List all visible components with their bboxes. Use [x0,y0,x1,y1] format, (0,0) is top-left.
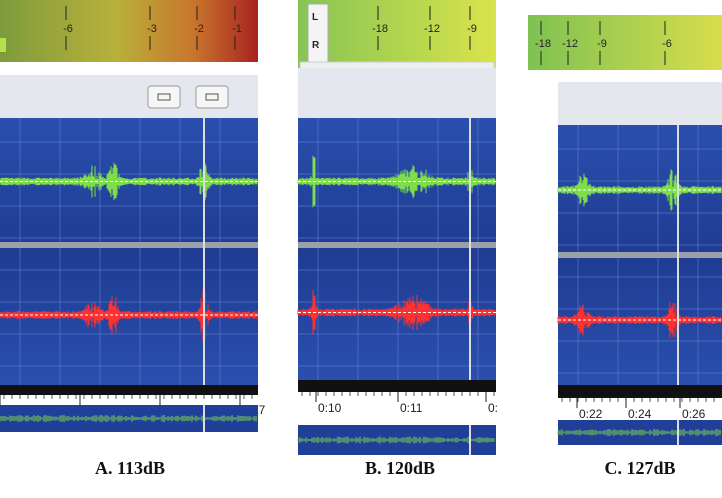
waveform-area [298,118,496,380]
toolbar [298,68,496,118]
meter-label: -9 [467,23,477,35]
time-label: 0:11 [400,401,423,415]
panel: -18 -12 -9 -6 0:22 0:24 0:26 C. 127dB [528,15,722,478]
time-label: 0:24 [628,407,652,421]
time-ruler [558,385,722,398]
meter-label: -18 [372,23,388,35]
level-meter [0,0,258,62]
time-label: 0:22 [579,407,603,421]
toolbar-button [148,86,180,108]
level-meter [528,15,722,70]
track-separator [558,252,722,258]
caption: B. 120dB [365,458,435,478]
meter-label: -1 [232,23,242,35]
track-separator [298,242,496,248]
time-label: 0:26 [682,407,706,421]
meter-label: -12 [562,38,578,50]
overview [0,405,258,432]
time-ruler [0,385,258,395]
track-separator [0,242,258,248]
figure: -6-3-2-140:150:160:17A. 113dBLR-18-12-90… [0,0,722,498]
meter-label: -6 [662,38,672,50]
meter-label: -18 [535,38,551,50]
meter-label: -6 [63,23,73,35]
meter-label: -12 [424,23,440,35]
waveform-area [0,118,258,385]
meter-label: -9 [597,38,607,50]
time-label: 0: [488,401,498,415]
caption: C. 127dB [604,458,675,478]
panel: -6-3-2-140:150:160:17A. 113dB [0,0,266,478]
toolbar [558,82,722,125]
meter-label: -2 [194,23,204,35]
time-label: 0:10 [318,401,342,415]
time-ruler [298,380,496,392]
meter-fill [0,38,6,52]
meter-label: -3 [147,23,157,35]
caption: A. 113dB [95,458,165,478]
panel: L R -18 -12 -9 0:10 0:11 0: B. 120dB [298,0,498,478]
toolbar-button [196,86,228,108]
channel-label: L [312,12,318,23]
channel-label: R [312,40,320,51]
